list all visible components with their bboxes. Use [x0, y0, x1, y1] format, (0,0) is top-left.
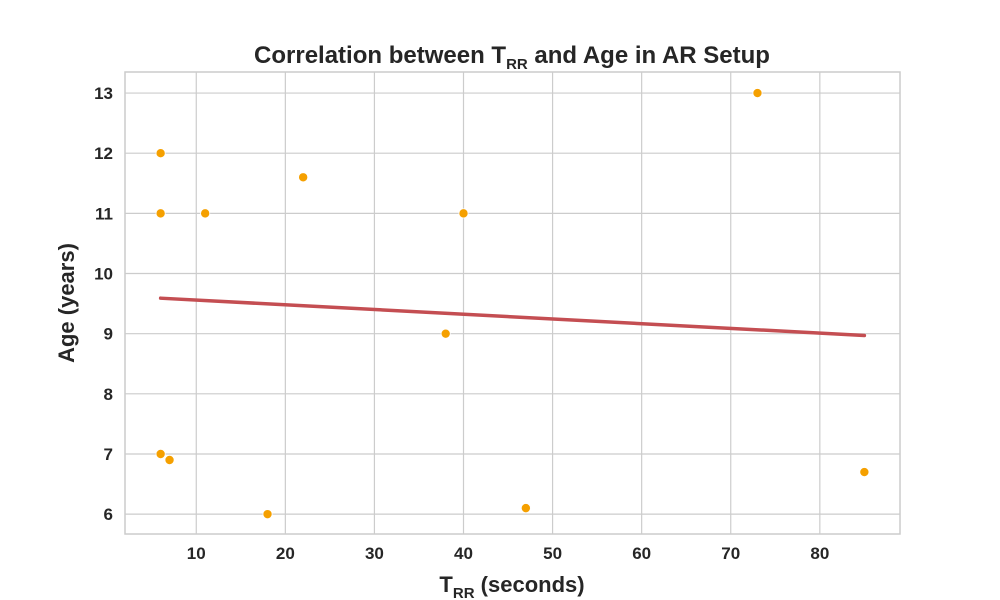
scatter-point — [262, 509, 273, 520]
regression-line — [158, 296, 867, 338]
y-axis-label: Age (years) — [54, 243, 79, 363]
scatter-point — [752, 88, 763, 99]
y-tick-labels: 6 7 8 9 10 11 12 13 — [94, 84, 113, 524]
scatter-point — [458, 208, 469, 219]
scatter-point — [200, 208, 211, 219]
y-tick-label: 7 — [104, 445, 113, 464]
y-tick-label: 10 — [94, 265, 113, 284]
x-tick-labels: 10 20 30 40 50 60 70 80 — [187, 544, 829, 563]
y-tick-label: 8 — [104, 385, 113, 404]
scatter-point — [298, 172, 309, 183]
x-tick-label: 40 — [454, 544, 473, 563]
scatter-point — [520, 503, 531, 514]
y-tick-label: 6 — [104, 505, 113, 524]
chart-title-rest: and Age in AR Setup — [528, 42, 770, 69]
chart-title: Correlation between TRR and Age in AR Se… — [254, 42, 770, 73]
x-tick-label: 70 — [721, 544, 740, 563]
plot-frame — [124, 71, 901, 535]
x-axis-label-rest: (seconds) — [475, 572, 585, 597]
x-tick-label: 80 — [810, 544, 829, 563]
scatter-point — [859, 467, 870, 478]
scatter-point — [155, 208, 166, 219]
chart-title-subscript: RR — [506, 56, 528, 73]
x-tick-label: 60 — [632, 544, 651, 563]
x-tick-label: 30 — [365, 544, 384, 563]
x-tick-label: 20 — [276, 544, 295, 563]
y-tick-label: 9 — [104, 325, 113, 344]
scatter-point — [440, 328, 451, 339]
scatter-point — [164, 455, 175, 466]
x-tick-label: 10 — [187, 544, 206, 563]
regression-layer — [158, 296, 867, 338]
y-tick-label: 13 — [94, 84, 113, 103]
grid-lines — [125, 72, 900, 534]
y-tick-label: 12 — [94, 144, 113, 163]
x-axis-label-subscript: RR — [453, 585, 475, 600]
data-points — [155, 88, 870, 520]
y-tick-label: 11 — [95, 204, 113, 223]
scatter-point — [155, 448, 166, 459]
x-axis-label-main: T — [439, 572, 453, 597]
x-axis-label: TRR (seconds) — [439, 572, 584, 600]
x-tick-label: 50 — [543, 544, 562, 563]
scatter-point — [155, 148, 166, 159]
chart-title-main: Correlation between T — [254, 42, 506, 69]
